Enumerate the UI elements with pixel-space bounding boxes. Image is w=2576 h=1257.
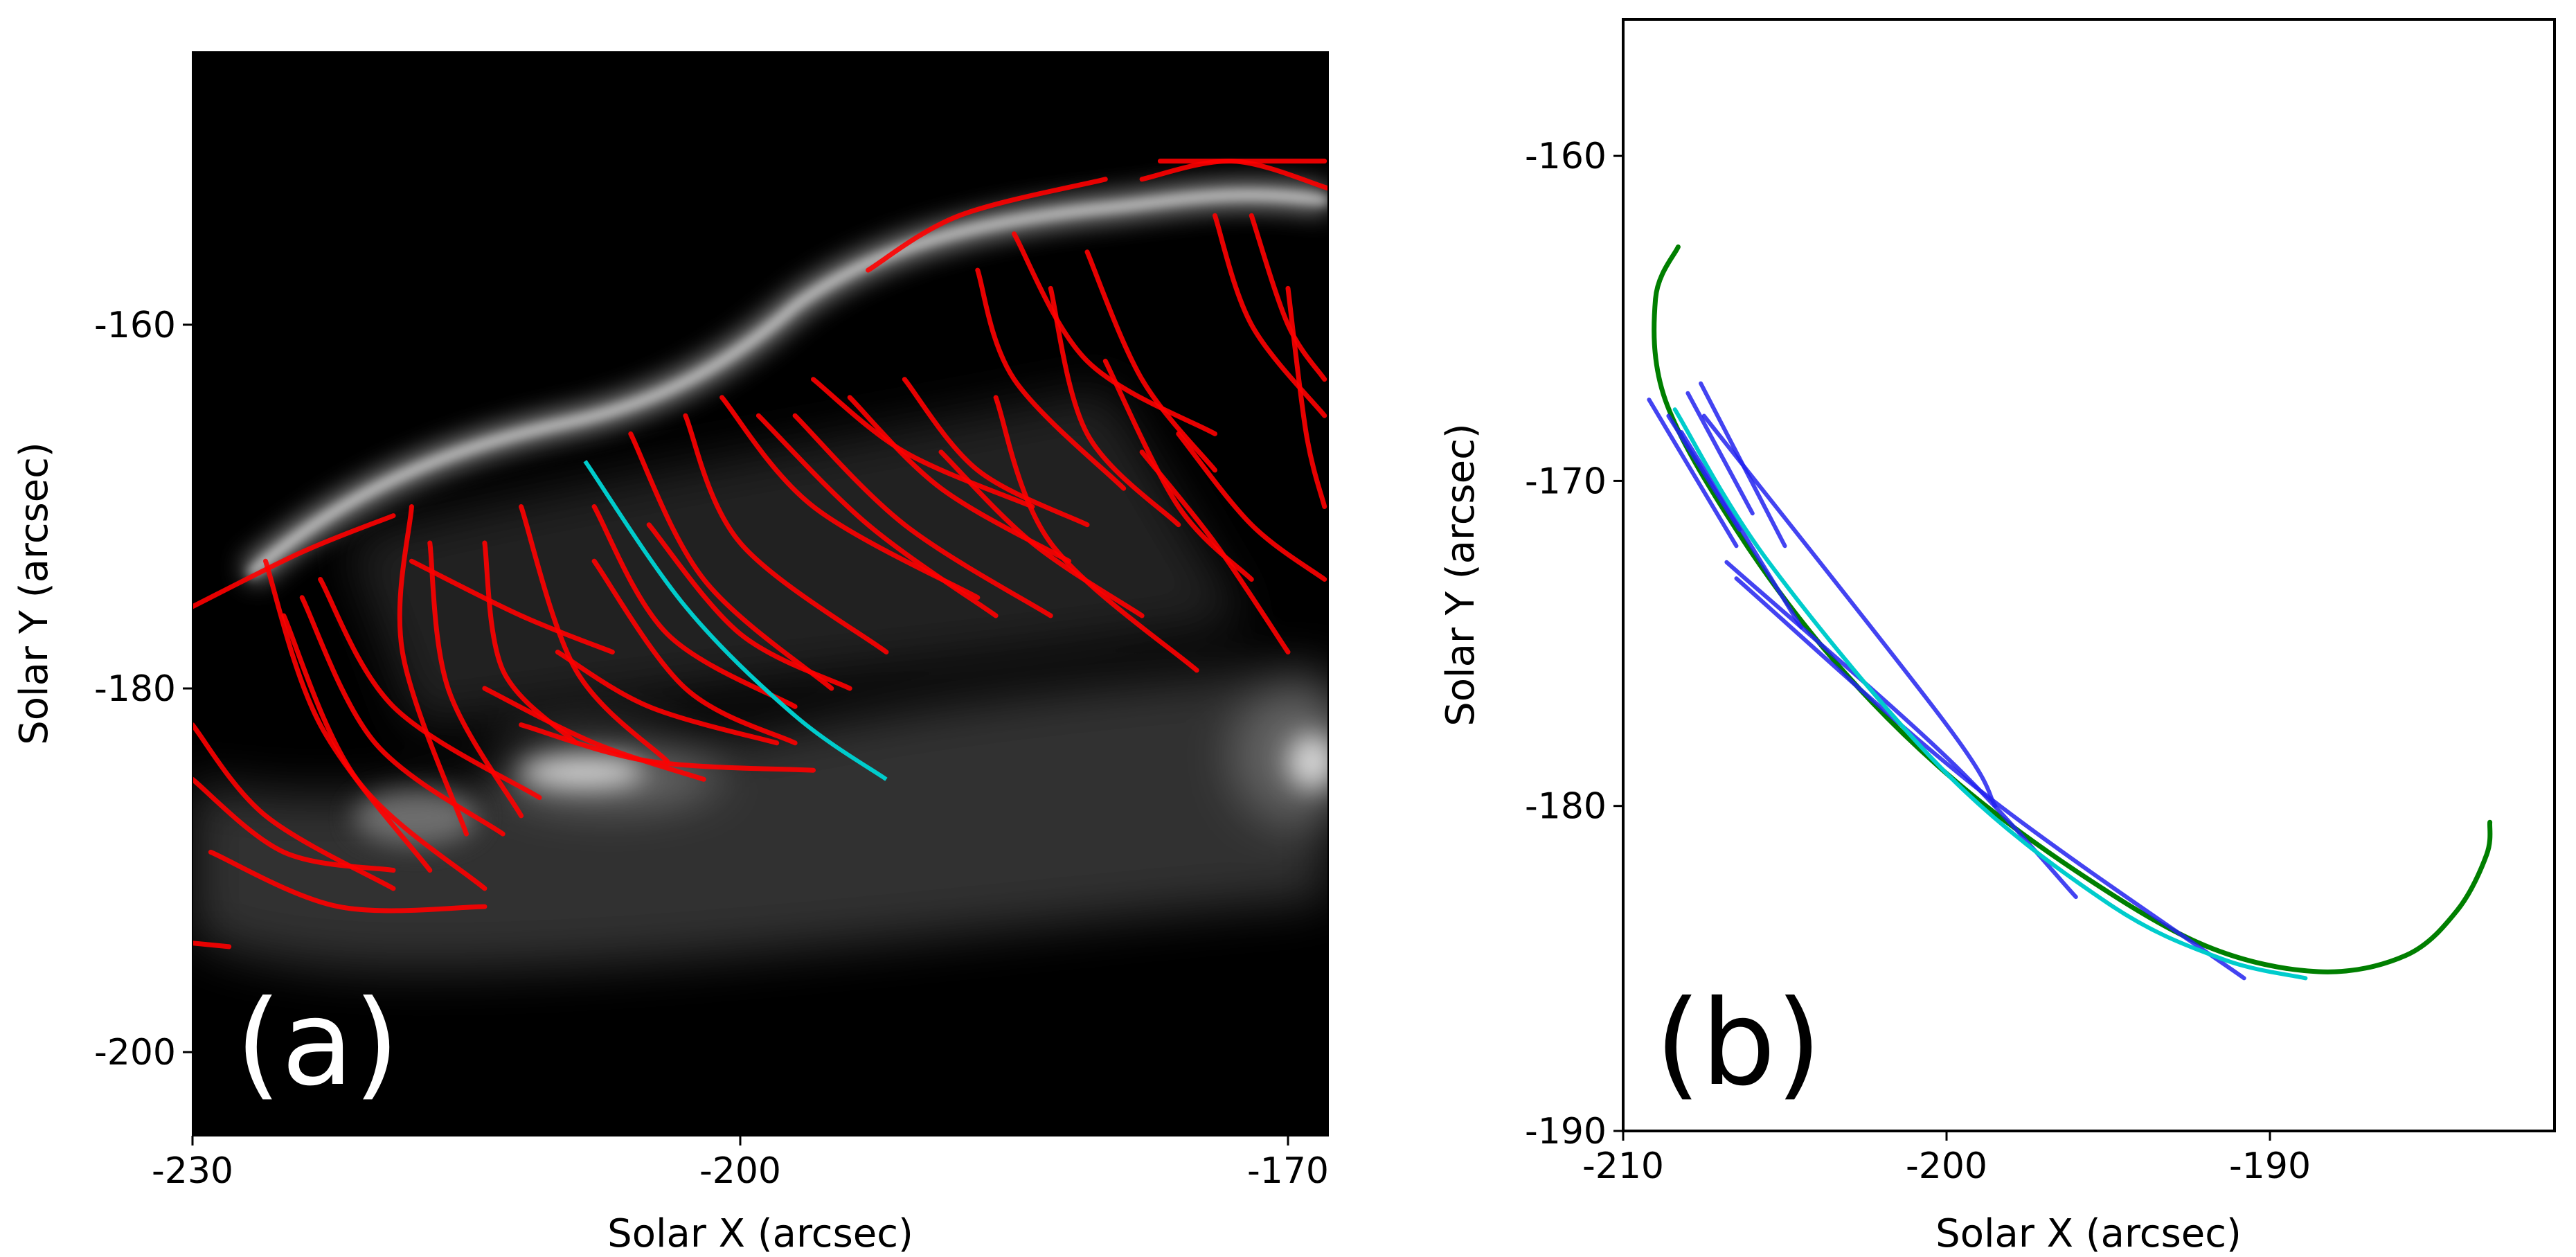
traced-loops	[193, 159, 1328, 950]
panel-a-image	[193, 52, 1328, 1136]
traces-line	[1679, 430, 1803, 630]
loop-trace	[409, 558, 615, 654]
mean-line	[1672, 407, 2308, 981]
traces-line	[1685, 391, 1755, 516]
loop-trace	[397, 504, 469, 837]
panel-b-ticks: -210 -200 -190 -160 -170 -180 -190	[1525, 136, 2311, 1187]
y-tick-label: -190	[1525, 1111, 1607, 1152]
y-tick-label: -200	[94, 1032, 176, 1073]
loop-trace	[1012, 231, 1217, 436]
y-tick-label: -180	[1525, 786, 1607, 828]
y-tick-label: -160	[1525, 136, 1607, 177]
loop-trace	[299, 595, 506, 837]
loop-trace	[591, 558, 798, 746]
panel-a-frame	[192, 51, 1329, 1136]
loop-trace	[193, 722, 396, 891]
traces-line	[1724, 560, 2078, 900]
loop-trace	[482, 686, 706, 782]
x-tick-label: -200	[1906, 1145, 1987, 1187]
loop-trace	[811, 377, 1035, 509]
loop-trace	[193, 940, 232, 950]
panel-b: -210 -200 -190 -160 -170 -180 -190 (b) Solar X…	[1438, 18, 2556, 1256]
x-tick-label: -200	[699, 1150, 781, 1192]
loop-trace	[281, 613, 488, 891]
loop-trace	[938, 449, 1145, 618]
loop-trace	[646, 522, 852, 691]
loop-trace	[208, 849, 488, 913]
x-tick-label: -230	[152, 1150, 233, 1192]
loop-trace	[555, 650, 780, 746]
loop-trace	[1139, 449, 1291, 654]
panel-b-frame	[1622, 18, 2556, 1132]
x-axis-label-b: Solar X (arcsec)	[1935, 1211, 2242, 1256]
y-tick-label: -170	[1525, 461, 1607, 502]
loop-trace	[519, 504, 670, 764]
loop-trace	[1139, 159, 1328, 191]
loop-trace	[993, 395, 1199, 673]
loop-trace	[683, 413, 889, 654]
panel-b-background	[1623, 19, 2555, 1131]
panel-b-series	[1647, 244, 2493, 981]
loop-trace	[1102, 358, 1254, 582]
panel-a: -230 -200 -170 -160 -180 -200 (a) Solar X (ar…	[12, 51, 1329, 1256]
highlight-loop	[583, 460, 888, 781]
x-axis-label-a: Solar X (arcsec)	[607, 1211, 913, 1256]
loop-trace	[792, 413, 1053, 618]
loop-trace	[1213, 213, 1327, 418]
loop-trace	[1249, 213, 1327, 382]
loop-trace	[318, 577, 542, 801]
loop-trace	[193, 776, 396, 873]
y-tick-label: -180	[94, 668, 176, 710]
loop-trace	[628, 431, 834, 691]
traces-line	[1647, 398, 1739, 549]
loop-trace	[1084, 249, 1217, 473]
loop-trace	[902, 377, 1090, 528]
panel-a-ticks: -230 -200 -170 -160 -180 -200	[94, 305, 1329, 1192]
traces-line	[1701, 413, 1998, 808]
y-tick-label: -160	[94, 305, 176, 346]
loop-trace	[866, 177, 1108, 273]
y-axis-label-a: Solar Y (arcsec)	[12, 442, 57, 745]
loop-trace	[263, 558, 433, 873]
x-tick-label: -170	[1247, 1150, 1329, 1192]
y-axis-label-b: Solar Y (arcsec)	[1438, 423, 1483, 726]
panel-label-b: (b)	[1655, 975, 1822, 1112]
loop-trace	[427, 540, 524, 819]
loop-trace	[755, 413, 999, 618]
loop-trace	[975, 267, 1127, 491]
traces-line	[1734, 576, 2246, 981]
panel-label-a: (a)	[235, 975, 400, 1112]
loop-trace	[1176, 431, 1327, 582]
x-tick-label: -210	[1582, 1145, 1664, 1187]
x-tick-label: -190	[2229, 1145, 2311, 1187]
loop-trace	[1285, 285, 1327, 509]
loop-trace	[193, 513, 396, 609]
loop-trace	[591, 504, 798, 709]
